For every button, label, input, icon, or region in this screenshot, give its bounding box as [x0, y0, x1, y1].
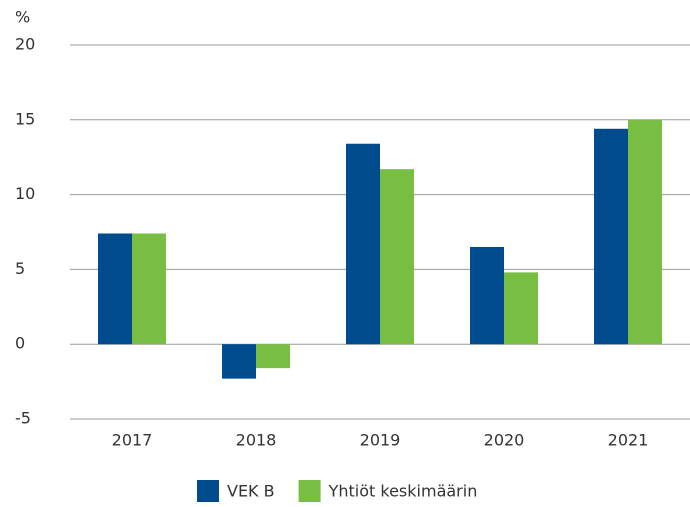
legend-swatch: [298, 480, 321, 502]
bar: [594, 128, 628, 345]
y-tick-label: 10: [15, 184, 35, 203]
bar: [346, 143, 380, 345]
bar: [470, 246, 504, 345]
y-tick-label: 15: [15, 109, 35, 128]
x-tick-label: 2019: [360, 431, 401, 450]
x-tick-label: 2021: [608, 431, 649, 450]
legend-label: Yhtiöt keskimäärin: [328, 482, 478, 501]
y-tick-label: 0: [15, 334, 25, 353]
bar: [256, 344, 290, 369]
bar: [222, 344, 256, 379]
legend-swatch: [197, 480, 219, 502]
y-tick-label: 5: [15, 259, 25, 278]
y-tick-label: 20: [15, 35, 35, 54]
bar: [504, 272, 538, 345]
bar: [132, 233, 166, 345]
bar: [628, 119, 662, 345]
bar: [98, 233, 132, 345]
y-tick-label: -5: [15, 409, 31, 428]
x-tick-label: 2018: [236, 431, 277, 450]
x-tick-label: 2017: [112, 431, 153, 450]
x-tick-label: 2020: [484, 431, 525, 450]
bar: [380, 169, 414, 345]
y-axis-label: %: [15, 8, 30, 27]
legend-label: VEK B: [227, 482, 275, 501]
